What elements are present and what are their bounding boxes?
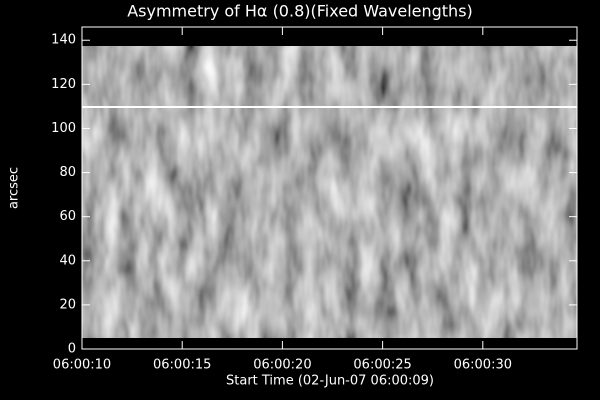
x-tick-label: 06:00:10 <box>53 358 111 373</box>
y-tick-label: 100 <box>51 121 76 136</box>
plot-frame <box>81 26 578 350</box>
x-tick-label: 06:00:20 <box>253 358 311 373</box>
y-tick-label: 40 <box>59 253 76 268</box>
y-axis-label: arcsec <box>7 167 22 209</box>
y-tick-label: 20 <box>59 297 76 312</box>
y-tick-label: 60 <box>59 209 76 224</box>
y-tick-label: 120 <box>51 77 76 92</box>
y-tick-label: 140 <box>51 33 76 48</box>
y-tick-label: 0 <box>68 342 76 357</box>
x-tick-label: 06:00:15 <box>153 358 211 373</box>
chart-title: Asymmetry of Hα (0.8)(Fixed Wavelengths) <box>127 2 473 21</box>
image-data <box>82 46 577 338</box>
x-tick-label: 06:00:30 <box>454 358 512 373</box>
y-tick-label: 80 <box>59 165 76 180</box>
x-axis-label: Start Time (02-Jun-07 06:00:09) <box>226 374 434 389</box>
x-tick-label: 06:00:25 <box>353 358 411 373</box>
